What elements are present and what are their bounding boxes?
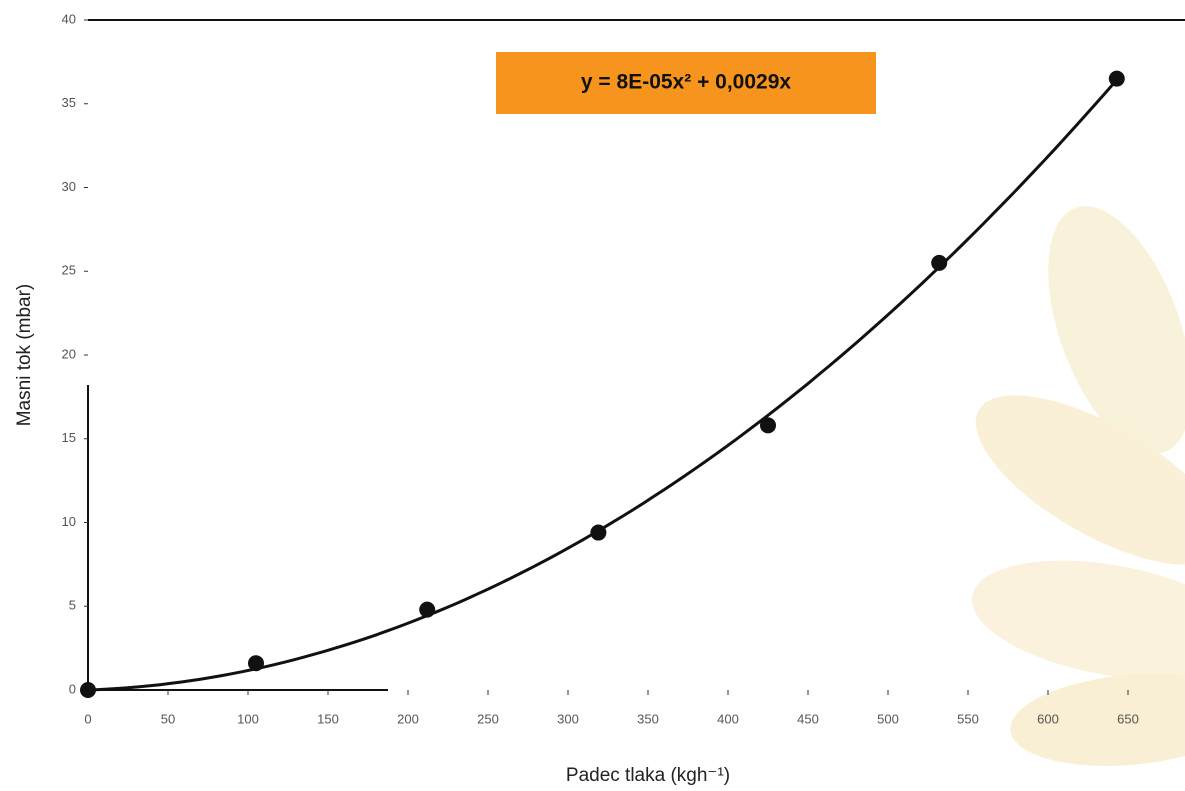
x-axis-label: Padec tlaka (kgh⁻¹) [566,765,730,786]
x-tick-label: 150 [317,711,339,726]
x-tick-label: 50 [161,711,175,726]
x-tick-label: 600 [1037,711,1059,726]
x-tick-label: 250 [477,711,499,726]
y-axis-label: Masni tok (mbar) [14,284,35,427]
y-tick-label: 30 [62,179,76,194]
data-point [1108,70,1125,87]
trendline [87,78,1118,692]
data-point [590,524,607,541]
data-point [419,601,436,618]
x-tick-label: 100 [237,711,259,726]
y-tick-label: 35 [62,95,76,110]
y-tick-label: 20 [62,346,76,361]
x-tick-label: 550 [957,711,979,726]
data-point [760,417,776,434]
x-tick-label: 350 [637,711,659,726]
y-tick-label: 40 [62,11,76,26]
x-tick-label: 400 [717,711,739,726]
y-tick-label: 15 [62,430,76,445]
data-point [248,655,264,672]
x-tick-label: 300 [557,711,579,726]
y-tick-label: 25 [62,263,76,278]
x-tick-label: 450 [797,711,819,726]
equation-box [496,52,876,114]
y-tick-label: 5 [69,598,76,613]
x-tick-label: 650 [1117,711,1139,726]
data-point [80,682,96,698]
background-petals [971,206,1185,767]
data-point [931,254,948,271]
x-tick-label: 0 [84,711,91,726]
equation: y = 8E-05x² + 0,0029x [581,71,791,94]
y-tick-label: 10 [62,514,76,529]
x-tick-label: 200 [397,711,419,726]
y-tick-label: 0 [69,681,76,696]
x-tick-label: 500 [877,711,899,726]
